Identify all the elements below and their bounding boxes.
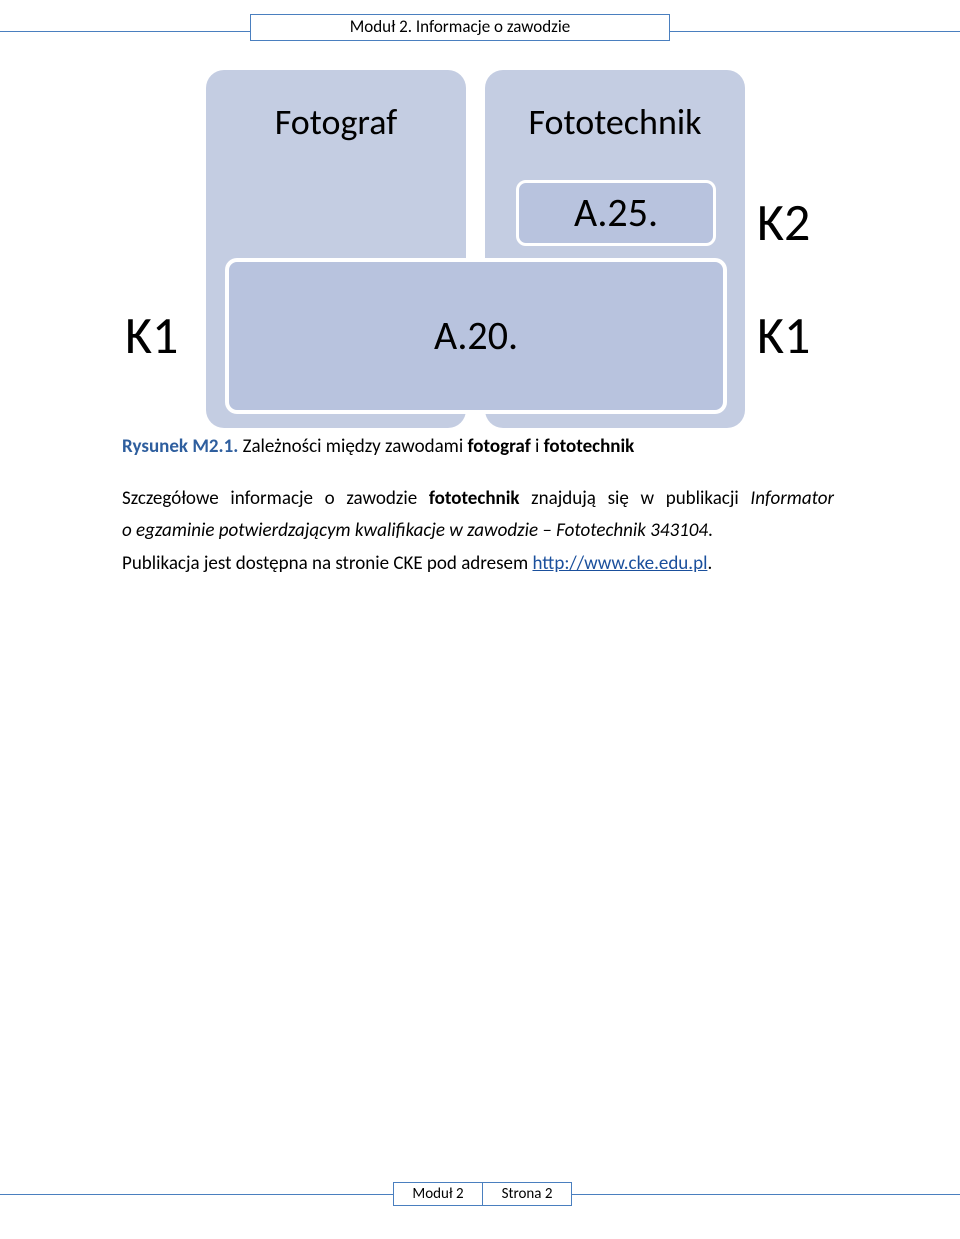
label-k1-left: K1 [125, 303, 178, 367]
box-fotograf-title: Fotograf [206, 70, 466, 144]
figure-caption: Rysunek M2.1. Zależności między zawodami… [122, 435, 634, 458]
page-header: Moduł 2. Informacje o zawodzie [0, 8, 960, 34]
header-title: Moduł 2. Informacje o zawodzie [350, 16, 571, 37]
header-title-box: Moduł 2. Informacje o zawodzie [250, 14, 670, 40]
caption-mid2: i [531, 435, 544, 458]
body-line1: Szczegółowe informacje o zawodzie fotote… [122, 483, 834, 515]
label-k1-right: K1 [757, 303, 810, 367]
caption-b2: fototechnik [544, 435, 635, 458]
body-l3a: Publikacja jest dostępna na stronie CKE … [122, 552, 532, 575]
box-a20: A.20. [225, 258, 727, 414]
relations-diagram: Fotograf Fototechnik A.25. A.20. K1 K2 K… [0, 70, 960, 440]
footer-module-box: Moduł 2 [393, 1182, 483, 1206]
body-l3end: . [707, 552, 712, 575]
footer-rule-left [0, 1194, 393, 1195]
header-rule-right [670, 31, 960, 32]
body-l1a: Szczegółowe informacje o zawodzie [122, 487, 429, 510]
caption-mid1: Zależności między zawodami [238, 435, 467, 458]
body-line3: Publikacja jest dostępna na stronie CKE … [122, 548, 834, 580]
body-l1d: Informator [750, 487, 834, 510]
cke-link[interactable]: http://www.cke.edu.pl [532, 552, 707, 575]
box-fototechnik-title: Fototechnik [485, 70, 745, 144]
header-rule-left [0, 31, 250, 32]
body-l1c: znajdują się w publikacji [520, 487, 751, 510]
body-l2: o egzaminie potwierdzającym kwalifikacje… [122, 519, 708, 542]
footer-page-box: Strona 2 [482, 1182, 572, 1206]
body-text: Szczegółowe informacje o zawodzie fotote… [122, 483, 834, 580]
body-line2: o egzaminie potwierdzającym kwalifikacje… [122, 515, 834, 547]
page-footer: Moduł 2 Strona 2 [0, 1190, 960, 1230]
header-rule-under [250, 40, 670, 41]
footer-page: Strona 2 [502, 1185, 553, 1203]
box-a25: A.25. [516, 180, 716, 246]
body-l1b: fototechnik [429, 487, 520, 510]
footer-module: Moduł 2 [412, 1185, 463, 1203]
label-k2-right: K2 [757, 190, 810, 254]
body-l2end: . [708, 519, 713, 542]
caption-prefix: Rysunek M2.1. [122, 435, 238, 458]
caption-b1: fotograf [468, 435, 531, 458]
footer-rule-right [572, 1194, 960, 1195]
